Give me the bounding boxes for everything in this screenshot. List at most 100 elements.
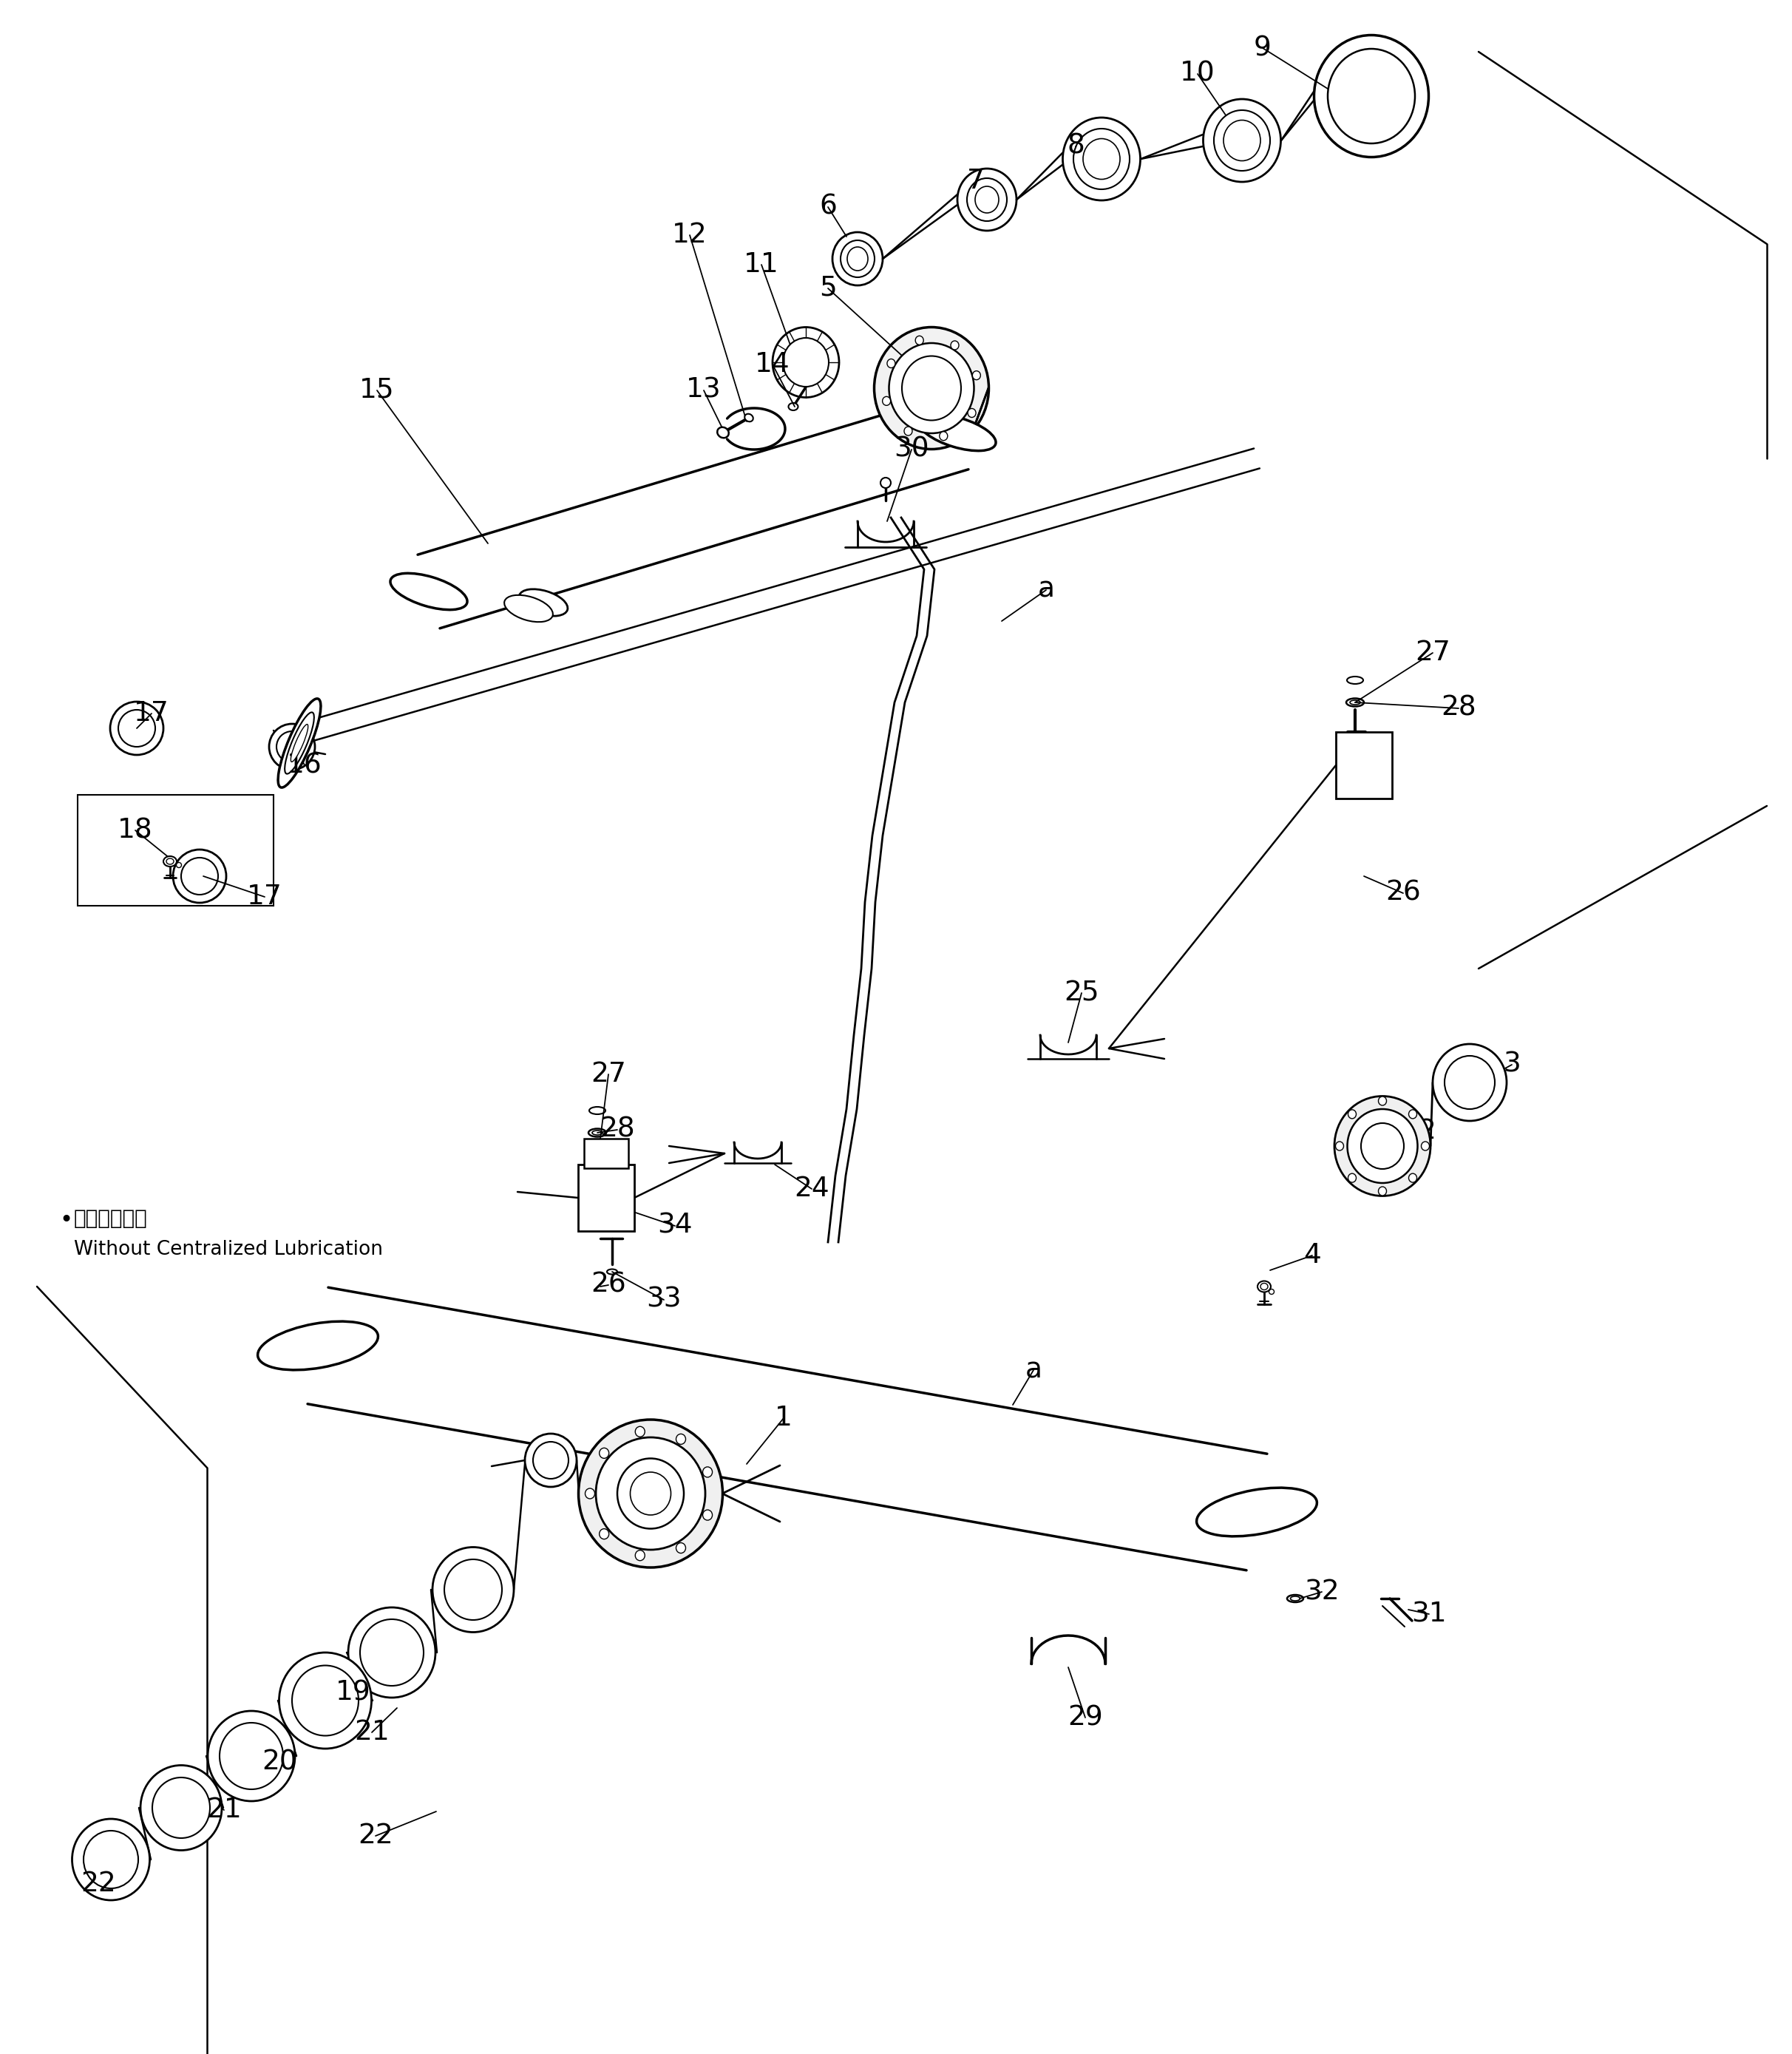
- Ellipse shape: [1349, 778, 1357, 785]
- Ellipse shape: [916, 337, 923, 345]
- Text: 1: 1: [774, 1405, 792, 1432]
- Ellipse shape: [1371, 778, 1378, 785]
- Text: 18: 18: [118, 817, 152, 844]
- Bar: [77, 795, 274, 906]
- Text: 17: 17: [134, 700, 168, 727]
- Ellipse shape: [1335, 1142, 1344, 1150]
- Ellipse shape: [597, 1438, 706, 1549]
- Ellipse shape: [1348, 1109, 1357, 1119]
- Ellipse shape: [1434, 1043, 1507, 1121]
- Text: 26: 26: [1385, 879, 1421, 906]
- Ellipse shape: [631, 1473, 670, 1516]
- Text: 28: 28: [1441, 694, 1477, 721]
- Ellipse shape: [840, 240, 874, 277]
- Text: 22: 22: [358, 1822, 392, 1849]
- Text: 9: 9: [1254, 35, 1272, 62]
- Text: 33: 33: [647, 1286, 681, 1313]
- Text: 32: 32: [1305, 1580, 1339, 1604]
- Ellipse shape: [176, 863, 181, 867]
- Text: 27: 27: [591, 1062, 625, 1089]
- Ellipse shape: [1258, 1282, 1271, 1292]
- Ellipse shape: [1421, 1142, 1430, 1150]
- Ellipse shape: [1335, 1097, 1430, 1195]
- Ellipse shape: [290, 725, 308, 762]
- Ellipse shape: [444, 1559, 502, 1621]
- Ellipse shape: [613, 1187, 620, 1195]
- Ellipse shape: [599, 1528, 609, 1538]
- Ellipse shape: [1224, 119, 1260, 160]
- Ellipse shape: [360, 1619, 423, 1686]
- Text: 20: 20: [262, 1748, 297, 1775]
- Ellipse shape: [140, 1764, 222, 1851]
- Text: 22: 22: [81, 1871, 116, 1898]
- Ellipse shape: [1378, 1097, 1387, 1105]
- Ellipse shape: [889, 343, 975, 433]
- Ellipse shape: [1260, 1284, 1269, 1290]
- Ellipse shape: [882, 396, 891, 405]
- Ellipse shape: [591, 1130, 602, 1136]
- Ellipse shape: [1444, 1056, 1495, 1109]
- Ellipse shape: [676, 1543, 686, 1553]
- Ellipse shape: [1328, 49, 1416, 144]
- Ellipse shape: [1349, 700, 1360, 705]
- Ellipse shape: [1197, 1487, 1317, 1536]
- Ellipse shape: [1349, 756, 1357, 762]
- Ellipse shape: [939, 431, 948, 440]
- Ellipse shape: [163, 857, 177, 867]
- Text: 24: 24: [794, 1175, 830, 1202]
- Text: 31: 31: [1412, 1600, 1446, 1627]
- Ellipse shape: [258, 1321, 378, 1370]
- Ellipse shape: [278, 698, 321, 787]
- Text: 23: 23: [647, 1543, 681, 1567]
- Ellipse shape: [532, 1442, 568, 1479]
- Ellipse shape: [590, 1107, 606, 1113]
- Ellipse shape: [280, 1653, 371, 1748]
- Text: 25: 25: [1064, 980, 1098, 1006]
- Text: 30: 30: [894, 435, 928, 462]
- Text: 21: 21: [206, 1797, 242, 1824]
- Ellipse shape: [968, 409, 977, 417]
- Ellipse shape: [72, 1820, 151, 1900]
- Bar: [1335, 731, 1392, 799]
- Ellipse shape: [1360, 1124, 1403, 1169]
- Ellipse shape: [1409, 1173, 1417, 1183]
- Ellipse shape: [588, 1128, 606, 1136]
- Text: 28: 28: [600, 1117, 634, 1144]
- Ellipse shape: [848, 246, 867, 271]
- Text: 19: 19: [335, 1680, 371, 1707]
- Text: 5: 5: [819, 275, 837, 302]
- Text: 2: 2: [1417, 1117, 1435, 1144]
- Ellipse shape: [788, 403, 797, 411]
- Text: 16: 16: [287, 752, 323, 778]
- Text: 27: 27: [1416, 639, 1450, 665]
- Ellipse shape: [745, 413, 753, 421]
- Ellipse shape: [772, 327, 839, 396]
- Ellipse shape: [901, 355, 961, 421]
- Ellipse shape: [599, 1448, 609, 1458]
- Ellipse shape: [717, 427, 729, 438]
- Ellipse shape: [285, 713, 314, 774]
- Ellipse shape: [1269, 1290, 1274, 1294]
- Ellipse shape: [348, 1608, 435, 1697]
- Text: 10: 10: [1179, 62, 1215, 86]
- Ellipse shape: [1314, 35, 1428, 156]
- Text: 29: 29: [1068, 1705, 1102, 1732]
- Ellipse shape: [702, 1467, 713, 1477]
- Ellipse shape: [1348, 1109, 1417, 1183]
- Text: 6: 6: [819, 193, 837, 220]
- Text: •: •: [59, 1210, 72, 1230]
- Ellipse shape: [504, 596, 554, 622]
- Ellipse shape: [586, 1489, 595, 1499]
- Ellipse shape: [1213, 111, 1271, 170]
- Text: 8: 8: [1066, 134, 1084, 160]
- Text: 7: 7: [968, 168, 986, 195]
- Ellipse shape: [391, 573, 468, 610]
- Ellipse shape: [84, 1830, 138, 1888]
- Text: a: a: [1038, 577, 1054, 604]
- Text: Without Centralized Lubrication: Without Centralized Lubrication: [73, 1241, 383, 1259]
- Text: 3: 3: [1503, 1052, 1521, 1078]
- Ellipse shape: [579, 1419, 722, 1567]
- Ellipse shape: [1378, 1187, 1387, 1195]
- Text: 15: 15: [360, 378, 394, 405]
- Ellipse shape: [109, 702, 163, 756]
